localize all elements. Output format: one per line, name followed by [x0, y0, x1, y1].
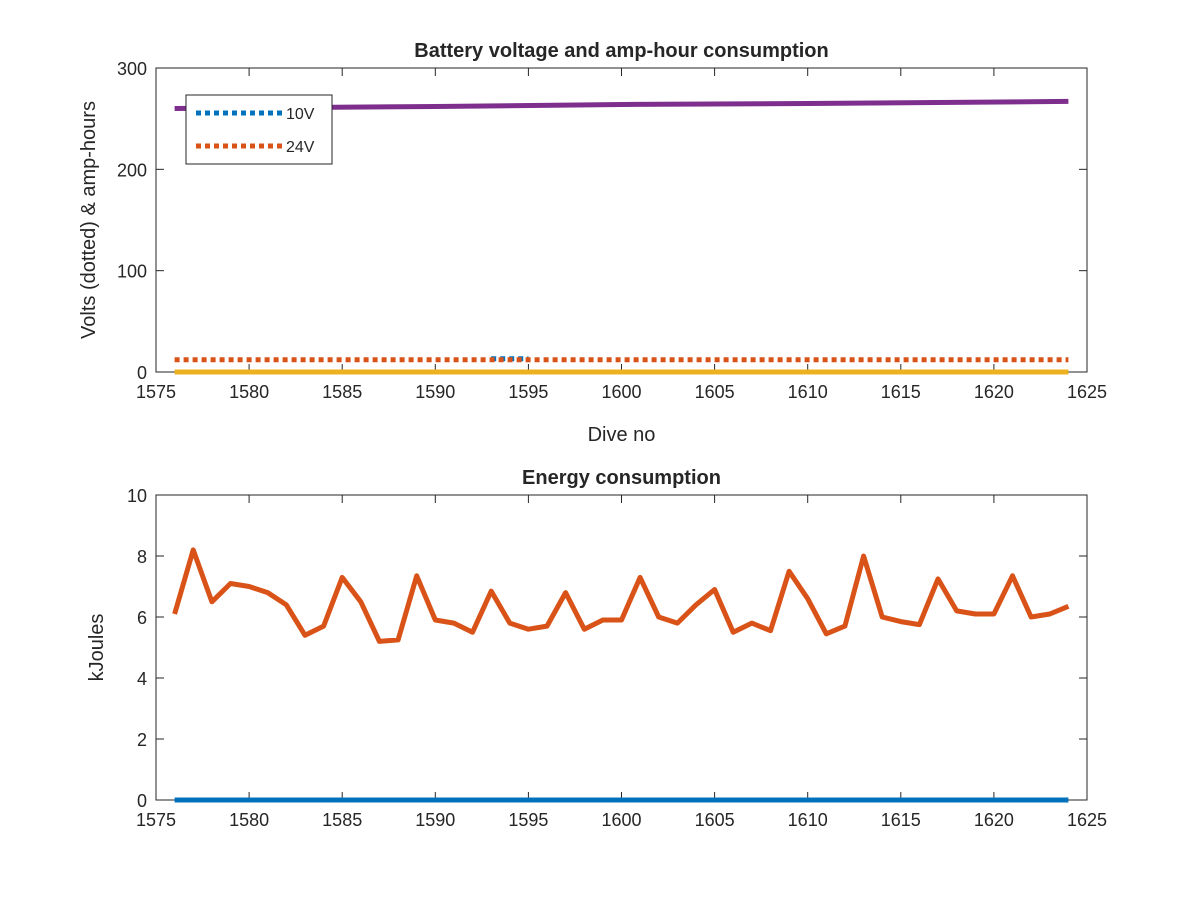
x-tick-label: 1575 [136, 382, 176, 402]
x-tick-label: 1605 [695, 810, 735, 830]
x-tick-label: 1600 [601, 382, 641, 402]
x-tick-label: 1595 [508, 810, 548, 830]
energy-chart: 1575 1580 1585 1590 1595 1600 1605 1610 1615 1620… [86, 467, 1107, 830]
legend-label-10v: 10V [286, 106, 315, 123]
y-tick-label: 200 [117, 160, 147, 180]
y-axis-label: kJoules [86, 614, 108, 682]
chart-title: Energy consumption [522, 467, 721, 489]
y-tick-label: 2 [137, 730, 147, 750]
series-line-series-1 [172, 547, 1070, 644]
x-tick-label: 1600 [601, 810, 641, 830]
x-tick-label: 1585 [322, 810, 362, 830]
legend-label-24v: 24V [286, 139, 315, 156]
battery-chart: 1575 1580 1585 1590 1595 1600 1605 1610 1615 1620… [78, 40, 1107, 446]
x-tick-label: 1585 [322, 382, 362, 402]
y-tick-label: 300 [117, 59, 147, 79]
x-tick-label: 1580 [229, 382, 269, 402]
x-tick-label: 1620 [974, 810, 1014, 830]
x-tick-label: 1615 [881, 810, 921, 830]
x-tick-label: 1625 [1067, 382, 1107, 402]
series-line-series-3 [174, 98, 1069, 111]
x-tick-label: 1615 [881, 382, 921, 402]
chart-title: Battery voltage and amp-hour consumption [414, 40, 828, 62]
x-tick-label: 1610 [788, 382, 828, 402]
y-tick-label: 10 [127, 486, 147, 506]
y-tick-label: 0 [137, 791, 147, 811]
plot-area [155, 494, 1088, 801]
x-tick-label: 1625 [1067, 810, 1107, 830]
x-tick-label: 1610 [788, 810, 828, 830]
y-tick-label: 6 [137, 608, 147, 628]
x-tick-label: 1605 [695, 382, 735, 402]
x-tick-label: 1580 [229, 810, 269, 830]
y-tick-label: 4 [137, 669, 147, 689]
y-tick-label: 0 [137, 363, 147, 383]
y-axis-label: Volts (dotted) & amp-hours [78, 101, 100, 339]
x-tick-label: 1575 [136, 810, 176, 830]
y-tick-label: 100 [117, 262, 147, 282]
x-tick-label: 1595 [508, 382, 548, 402]
x-tick-label: 1620 [974, 382, 1014, 402]
x-tick-label: 1590 [415, 382, 455, 402]
x-tick-label: 1590 [415, 810, 455, 830]
y-tick-label: 8 [137, 547, 147, 567]
x-axis-label: Dive no [588, 424, 656, 446]
legend: 10V 24V [185, 94, 333, 165]
legend-box [185, 94, 333, 165]
